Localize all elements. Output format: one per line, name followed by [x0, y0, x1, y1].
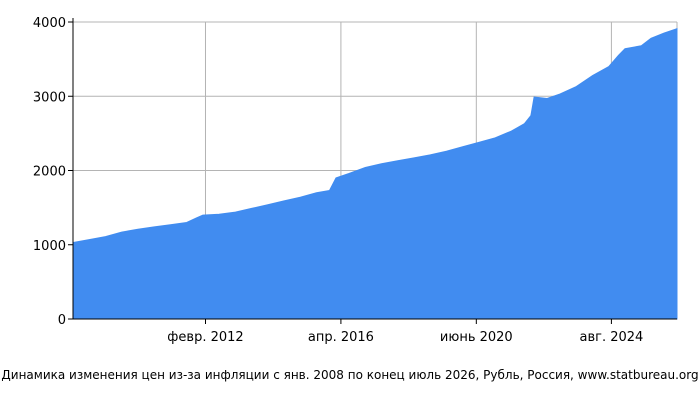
series-area-path — [72, 28, 678, 320]
y-tick-label: 2000 — [33, 165, 66, 180]
x-tick-label: авг. 2024 — [579, 330, 643, 345]
y-tick-label: 4000 — [33, 16, 66, 31]
tick-labels: 0 1000 2000 3000 4000 февр. 2012 апр. 2016 июнь… — [33, 16, 643, 345]
y-tick-label: 0 — [58, 313, 66, 328]
y-tick-label: 1000 — [33, 239, 66, 254]
series-area — [72, 28, 678, 320]
x-tick-label: апр. 2016 — [308, 330, 374, 345]
chart-caption: Динамика изменения цен из-за инфляции с … — [1, 368, 699, 382]
x-tick-label: июнь 2020 — [440, 330, 513, 345]
axes — [68, 18, 677, 324]
x-tick-label: февр. 2012 — [167, 330, 243, 345]
y-tick-label: 3000 — [33, 90, 66, 105]
